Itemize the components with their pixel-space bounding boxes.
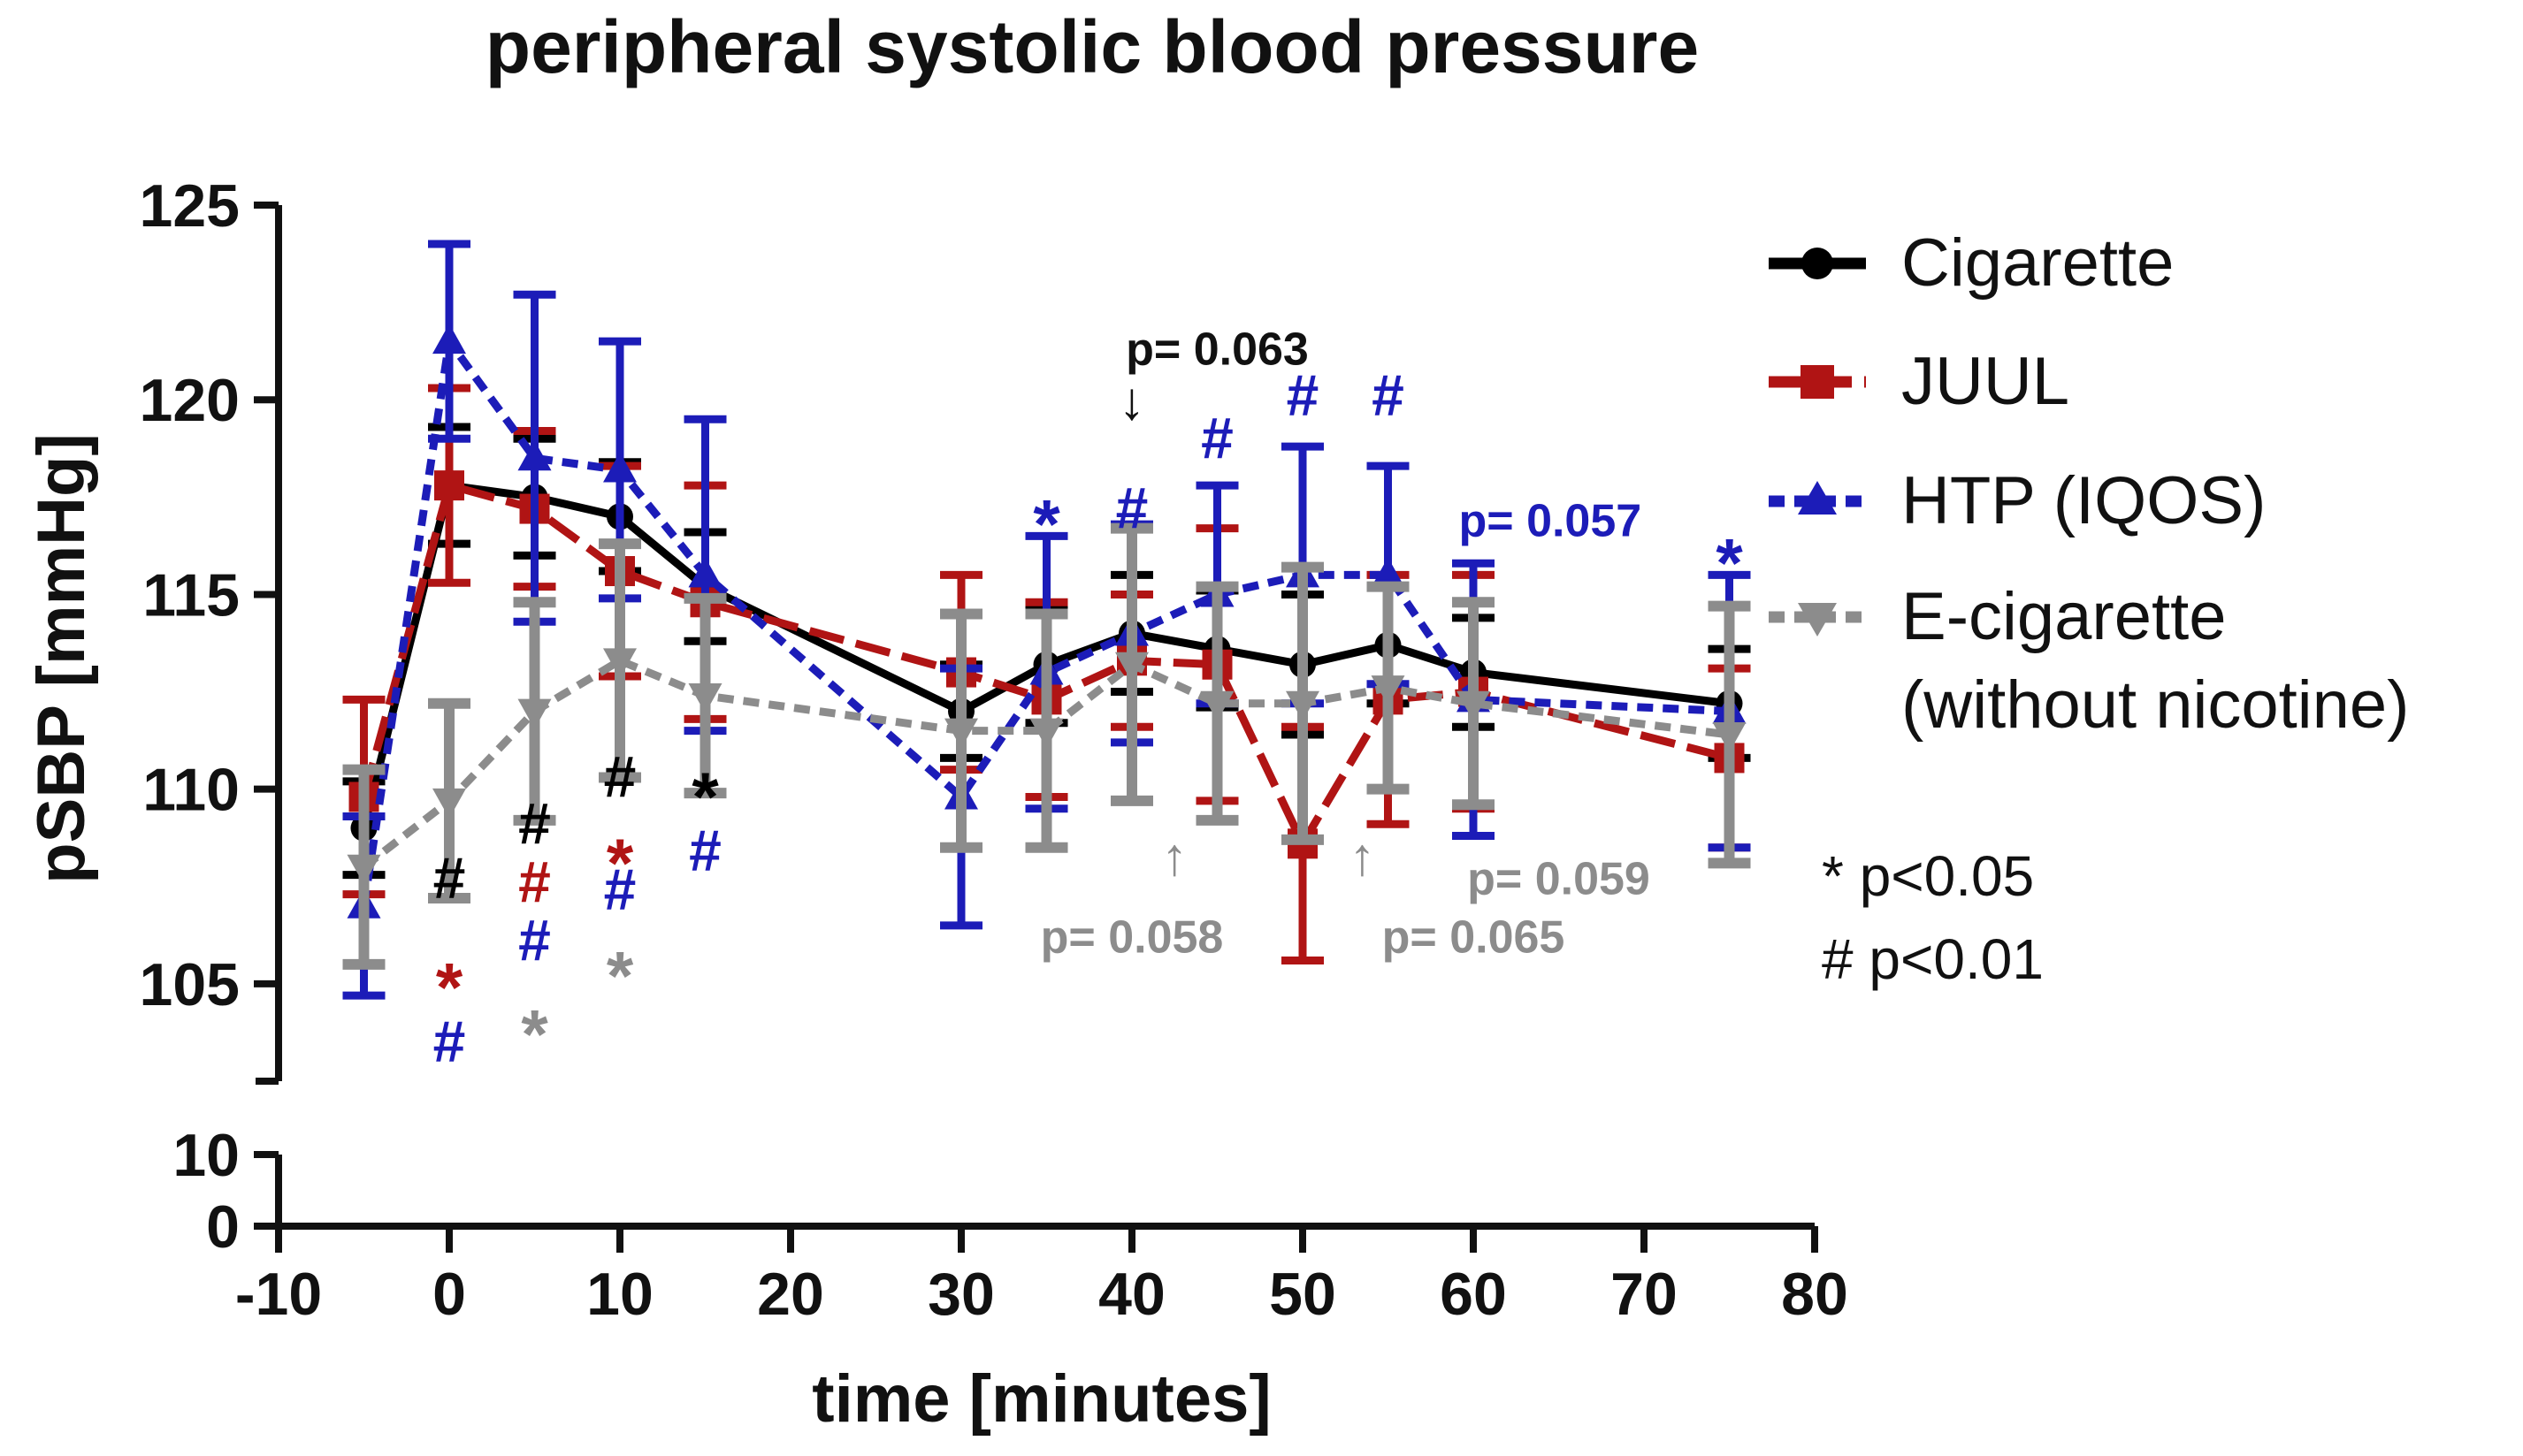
data-point-juul-0 (434, 470, 464, 501)
annotation-6: * (521, 995, 548, 1073)
annotation-2: # (433, 1009, 466, 1074)
legend-item-ecig: E-cigarette (without nicotine) (1769, 579, 2410, 743)
legend: Cigarette JUUL HTP (IQOS) E-cigarette (w… (1769, 225, 2410, 743)
annotation-10: * (607, 937, 634, 1015)
x-tick-label-10: 10 (586, 1261, 654, 1328)
x-tick-label-30: 30 (928, 1261, 995, 1328)
legend-label-juul: JUUL (1901, 344, 2069, 419)
annotation-18: * (1716, 524, 1743, 602)
chart-title: peripheral systolic blood pressure (485, 5, 1699, 88)
data-point-htp-iqos-10 (603, 452, 637, 483)
x-axis-title: time [minutes] (812, 1361, 1271, 1437)
legend-label-cigarette: Cigarette (1901, 225, 2174, 301)
annotation-9: # (604, 857, 637, 922)
data-point-e-cigarette-30 (944, 718, 978, 749)
annotation-19: p= 0.063 (1126, 324, 1309, 376)
y-tick-label-110: 110 (142, 757, 240, 824)
data-point-e-cigarette-55 (1371, 675, 1405, 706)
data-point-htp-iqos-15 (688, 557, 722, 588)
data-point-htp-iqos-55 (1371, 557, 1405, 588)
data-point-e-cigarette-45 (1200, 690, 1235, 721)
x-tick-label-80: 80 (1781, 1261, 1848, 1328)
data-point-e-cigarette-10 (603, 648, 637, 679)
x-tick-label-20: 20 (757, 1261, 824, 1328)
data-point-e-cigarette-5 (517, 698, 552, 729)
annotation-25: p= 0.065 (1382, 912, 1565, 964)
legend-item-htp: HTP (IQOS) (1769, 463, 2266, 538)
annotation-13: * (1033, 485, 1060, 563)
legend-label-htp: HTP (IQOS) (1901, 463, 2266, 538)
y-tick-label-115: 115 (142, 561, 240, 629)
data-point-e-cigarette-35 (1029, 718, 1064, 749)
data-point-e-cigarette-60 (1456, 690, 1490, 721)
annotation-26: p= 0.059 (1467, 854, 1650, 905)
annotation-7: # (604, 743, 637, 809)
annotation-23: p= 0.058 (1041, 912, 1224, 964)
legend-label-ecig-line2: (without nicotine) (1901, 667, 2410, 743)
y-tick-label-105: 105 (140, 951, 240, 1018)
annotation-4: # (518, 849, 551, 914)
x-tick-label-60: 60 (1440, 1261, 1507, 1328)
annotation-22: ↑ (1161, 827, 1188, 887)
y-lower-tick-label-10: 10 (172, 1122, 240, 1189)
data-point-e-cigarette-50 (1286, 690, 1319, 721)
x-tick-label--10: -10 (235, 1261, 322, 1328)
significance-key-star: * p<0.05 (1822, 844, 2034, 908)
annotation-14: # (1116, 476, 1149, 541)
annotation-24: ↑ (1349, 827, 1376, 887)
x-tick-label-50: 50 (1269, 1261, 1336, 1328)
data-point-htp-iqos-5 (517, 440, 552, 471)
legend-marker-ecig (1798, 603, 1837, 637)
annotation-5: # (518, 907, 551, 972)
significance-key-hash: # p<0.01 (1822, 927, 2044, 991)
x-tick-label-70: 70 (1610, 1261, 1678, 1328)
annotation-17: # (1372, 362, 1404, 428)
legend-label-ecig: E-cigarette (1901, 579, 2227, 654)
legend-marker-htp (1798, 481, 1837, 515)
y-tick-label-125: 125 (140, 172, 240, 240)
annotation-8: * (607, 824, 634, 902)
annotation-15: # (1201, 405, 1234, 470)
annotation-0: # (433, 845, 466, 911)
legend-item-juul: JUUL (1769, 344, 2069, 419)
x-tick-label-0: 0 (432, 1261, 466, 1328)
data-point-e-cigarette-15 (688, 682, 722, 713)
y-lower-tick-label-0: 0 (206, 1193, 240, 1261)
annotation-1: * (436, 949, 463, 1026)
y-tick-label-120: 120 (140, 367, 240, 434)
annotation-16: # (1287, 362, 1319, 428)
annotation-20: ↓ (1119, 371, 1145, 431)
legend-marker-cigarette (1801, 248, 1833, 279)
annotation-12: # (689, 818, 722, 883)
legend-marker-juul (1801, 365, 1834, 399)
legend-item-cigarette: Cigarette (1769, 225, 2174, 301)
data-point-htp-iqos-0 (432, 324, 466, 354)
annotation-11: * (692, 758, 719, 835)
data-point-e-cigarette-0 (432, 788, 466, 819)
data-point-e-cigarette--5 (347, 854, 381, 885)
x-tick-label-40: 40 (1098, 1261, 1166, 1328)
data-point-e-cigarette-40 (1115, 652, 1149, 682)
data-point-e-cigarette-75 (1712, 722, 1747, 753)
annotation-21: p= 0.057 (1458, 495, 1641, 546)
annotation-3: # (518, 790, 551, 856)
y-axis-title: pSBP [mmHg] (24, 433, 99, 884)
